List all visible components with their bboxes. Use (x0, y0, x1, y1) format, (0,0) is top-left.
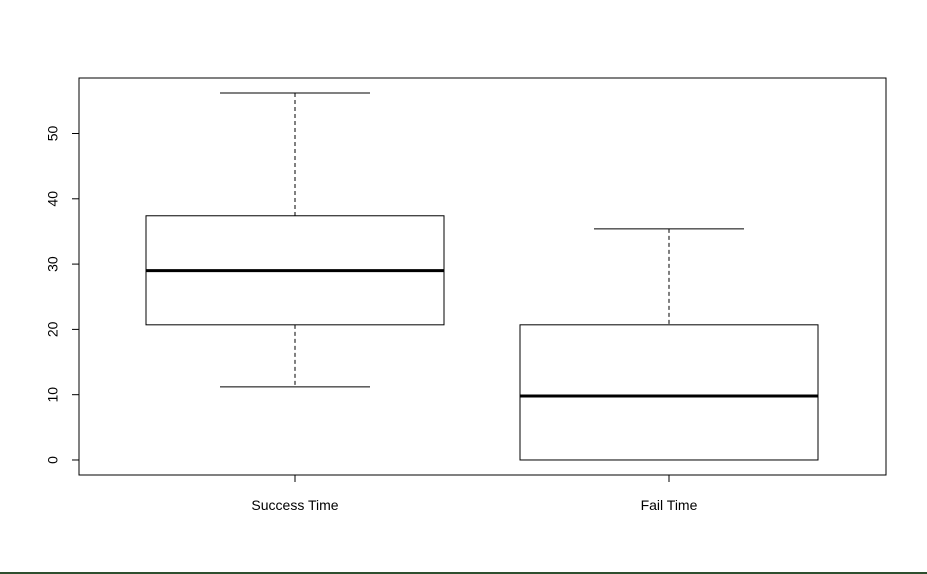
plot-frame (78, 77, 887, 476)
x-tick-label: Success Time (251, 497, 338, 513)
x-tick-label: Fail Time (641, 497, 698, 513)
y-tick-label: 50 (45, 126, 61, 142)
y-tick-label: 40 (45, 191, 61, 207)
y-tick-label: 20 (45, 321, 61, 337)
y-tick-label: 10 (45, 387, 61, 403)
box-group-1 (145, 92, 445, 388)
y-tick-label: 30 (45, 256, 61, 272)
window-bottom-rule (0, 572, 927, 574)
box-group-2 (519, 228, 819, 461)
axis-layer: 0 10 20 30 40 50 Success Time Fail Time (45, 77, 887, 513)
box-iqr (519, 324, 819, 461)
plot-layer (145, 92, 819, 461)
y-tick-label: 0 (45, 456, 61, 464)
